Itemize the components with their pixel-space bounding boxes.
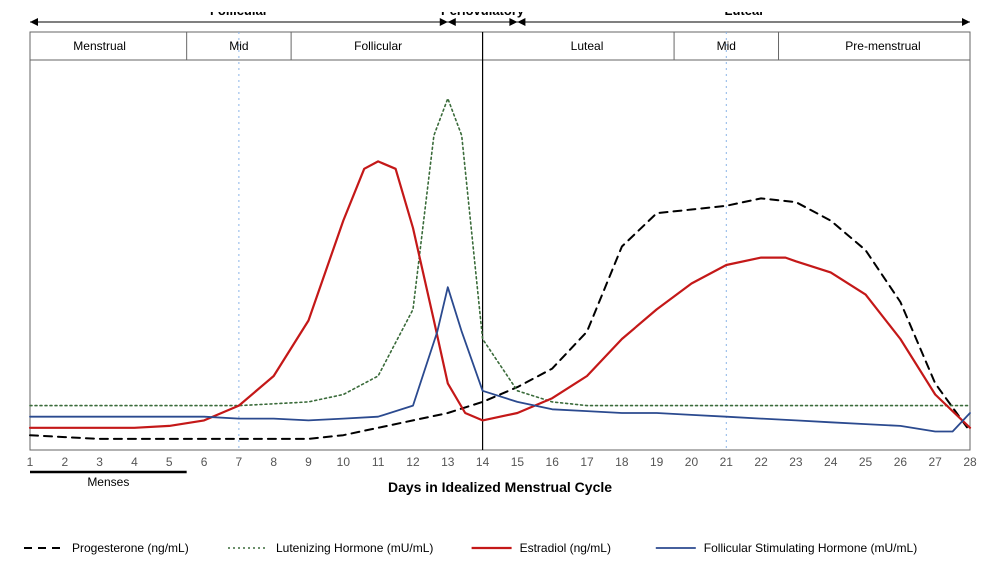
series-line (30, 99, 970, 406)
x-tick-label: 2 (61, 455, 68, 469)
x-tick-label: 23 (789, 455, 803, 469)
x-tick-label: 1 (27, 455, 34, 469)
x-tick-label: 9 (305, 455, 312, 469)
x-tick-label: 17 (580, 455, 594, 469)
series-line (30, 161, 970, 427)
phase-top-label: Periovulatory (441, 12, 525, 18)
x-tick-label: 12 (406, 455, 420, 469)
x-tick-label: 15 (511, 455, 525, 469)
series-line (30, 198, 970, 439)
legend-label: Progesterone (ng/mL) (72, 541, 189, 555)
x-tick-label: 28 (963, 455, 977, 469)
phase-sub-label: Follicular (354, 39, 402, 53)
legend-label: Estradiol (ng/mL) (520, 541, 611, 555)
x-tick-label: 11 (372, 455, 385, 469)
x-tick-label: 5 (166, 455, 173, 469)
plot-border (30, 60, 970, 450)
x-tick-label: 8 (270, 455, 277, 469)
x-tick-label: 22 (754, 455, 768, 469)
menses-label: Menses (87, 475, 129, 489)
x-tick-label: 24 (824, 455, 838, 469)
x-tick-label: 16 (546, 455, 560, 469)
phase-sub-label: Pre-menstrual (845, 39, 920, 53)
legend-label: Follicular Stimulating Hormone (mU/mL) (704, 541, 917, 555)
legend-label: Lutenizing Hormone (mU/mL) (276, 541, 433, 555)
x-tick-label: 10 (337, 455, 351, 469)
x-tick-label: 26 (894, 455, 908, 469)
phase-sub-label: Menstrual (73, 39, 126, 53)
x-tick-label: 21 (720, 455, 734, 469)
x-tick-label: 14 (476, 455, 490, 469)
x-tick-label: 20 (685, 455, 699, 469)
x-tick-label: 18 (615, 455, 629, 469)
x-tick-label: 19 (650, 455, 664, 469)
x-tick-label: 4 (131, 455, 138, 469)
phase-top-label: Luteal (725, 12, 763, 18)
phase-sub-label: Luteal (571, 39, 604, 53)
xaxis-title: Days in Idealized Menstrual Cycle (388, 479, 612, 495)
x-tick-label: 7 (236, 455, 243, 469)
x-tick-label: 6 (201, 455, 208, 469)
phase-top-label: Follicular (210, 12, 268, 18)
x-tick-label: 25 (859, 455, 873, 469)
x-tick-label: 13 (441, 455, 455, 469)
x-tick-label: 27 (929, 455, 943, 469)
x-tick-label: 3 (96, 455, 103, 469)
hormone-chart: FollicularPeriovulatoryLutealMenstrualMi… (20, 12, 980, 562)
series-line (30, 287, 970, 431)
